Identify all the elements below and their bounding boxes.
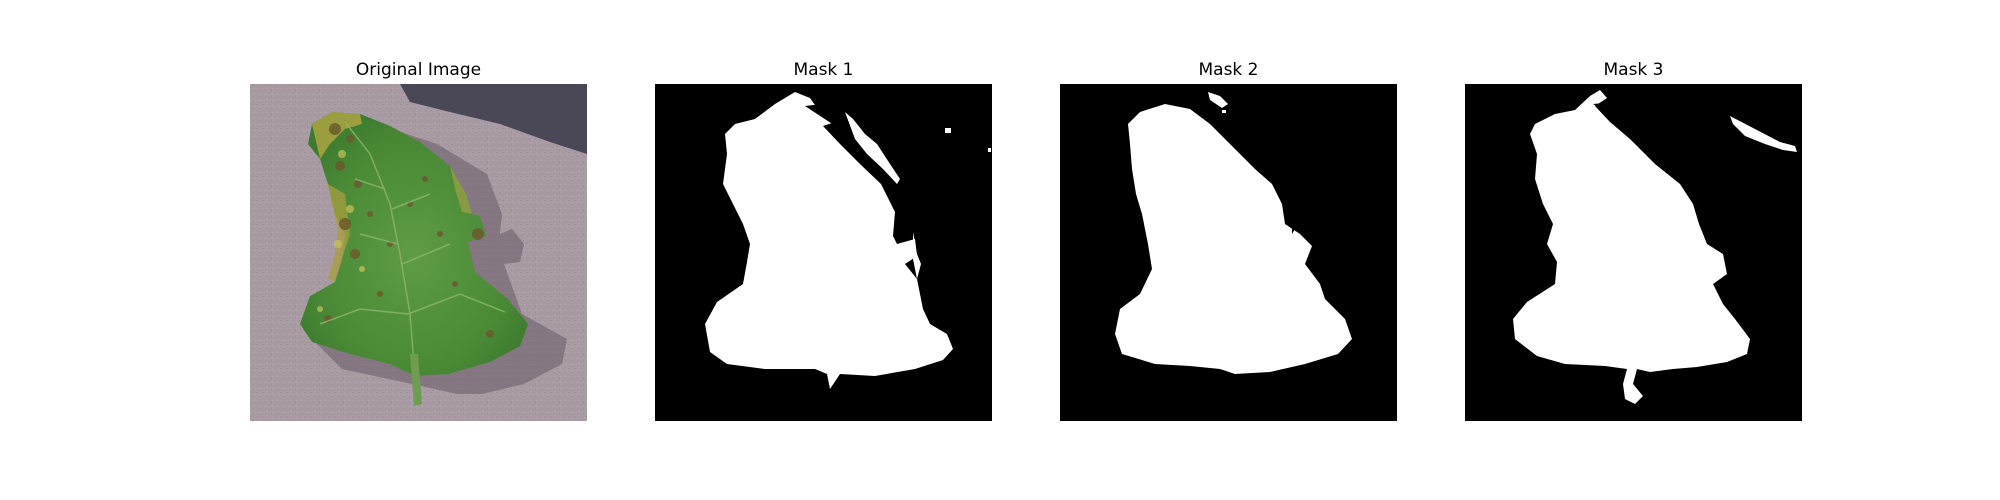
mask-1-image	[655, 84, 992, 421]
mask-1-leaf-region	[705, 92, 953, 389]
panel-title-mask-2: Mask 2	[1198, 60, 1259, 80]
original-leaf-photo	[250, 84, 587, 421]
mask-3-leaf-region	[1513, 90, 1750, 404]
panel-title-mask-3: Mask 3	[1603, 60, 1664, 80]
mask-2-leaf-region	[1115, 104, 1352, 374]
leaf-stem	[410, 354, 422, 406]
panel-title-mask-1: Mask 1	[793, 60, 854, 80]
panel-title-original: Original Image	[355, 60, 482, 80]
mask-2-image	[1060, 84, 1397, 421]
mask-3-image	[1465, 84, 1802, 421]
